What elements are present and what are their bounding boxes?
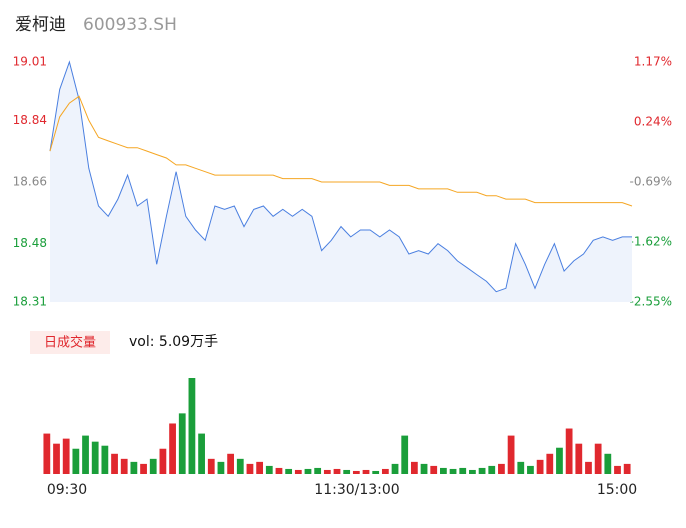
volume-bar <box>362 469 370 474</box>
volume-bar <box>149 458 157 474</box>
volume-bar <box>546 453 554 474</box>
volume-bar <box>101 445 109 474</box>
x-tick-label: 09:30 <box>47 482 87 498</box>
volume-bar <box>72 448 80 474</box>
volume-bar <box>236 458 244 474</box>
volume-bar <box>623 463 631 474</box>
volume-badge: 日成交量 <box>44 335 96 351</box>
volume-bar <box>91 441 99 474</box>
series-line <box>49 95 633 207</box>
badge-bg <box>30 331 110 354</box>
volume-bar <box>53 443 60 474</box>
volume-bar <box>372 470 380 474</box>
y2-tick-label: 1.17% <box>634 55 672 69</box>
volume-bar <box>440 467 447 474</box>
volume-bar <box>536 459 544 474</box>
volume-bar <box>517 461 525 474</box>
volume-bar <box>594 443 602 474</box>
volume-bar <box>304 468 312 474</box>
volume-bar <box>498 463 505 474</box>
price-area <box>50 62 632 302</box>
volume-bar <box>585 461 592 474</box>
x-tick-label: 11:30/13:00 <box>314 482 399 498</box>
volume-bar <box>43 433 51 474</box>
volume-bar <box>207 458 215 474</box>
volume-bar <box>575 443 583 474</box>
volume-bar <box>246 463 254 474</box>
volume-bar <box>275 467 283 474</box>
volume-bar <box>285 468 293 474</box>
volume-bar <box>227 453 234 474</box>
y-tick-label: 18.84 <box>13 113 47 127</box>
volume-bar <box>488 465 496 474</box>
volume-bar <box>352 470 360 474</box>
volume-bar <box>62 438 70 474</box>
volume-bar <box>604 453 612 474</box>
volume-bar <box>256 461 264 474</box>
volume-bar <box>507 435 515 474</box>
volume-bar <box>478 467 486 474</box>
volume-label: vol: 5.09万手 <box>129 334 218 350</box>
volume-bar <box>527 465 534 474</box>
y2-tick-label: -1.62% <box>630 235 672 249</box>
volume-bar <box>198 433 205 474</box>
volume-bar <box>333 468 341 474</box>
volume-bar <box>614 465 621 474</box>
volume-bar <box>449 468 457 474</box>
volume-bar <box>169 423 176 474</box>
volume-bar <box>401 435 409 474</box>
volume-bar <box>140 463 147 474</box>
y2-tick-label: 0.24% <box>634 115 672 129</box>
y-tick-label: 19.01 <box>13 55 47 69</box>
volume-bar <box>469 469 476 474</box>
stock-name: 爱柯迪 <box>15 15 66 35</box>
volume-bar <box>178 413 186 474</box>
x-tick-label: 15:00 <box>597 482 637 498</box>
y-tick-label: 18.66 <box>13 175 47 189</box>
volume-bar <box>111 453 118 474</box>
series-line <box>49 60 632 293</box>
volume-bar <box>343 469 351 474</box>
volume-bar <box>159 448 167 474</box>
volume-bar <box>565 428 573 474</box>
volume-bar <box>294 469 302 474</box>
volume-bar <box>323 469 331 474</box>
volume-bar <box>188 378 196 474</box>
volume-bar <box>556 447 563 474</box>
volume-bar <box>314 467 322 474</box>
volume-bar <box>381 468 389 474</box>
volume-bar <box>420 463 428 474</box>
volume-bar <box>120 458 128 474</box>
volume-bar <box>217 461 225 474</box>
y2-tick-label: -2.55% <box>630 295 672 309</box>
y2-tick-label: -0.69% <box>630 175 672 189</box>
stock-code: 600933.SH <box>83 15 177 35</box>
y-tick-label: 18.31 <box>13 295 47 309</box>
volume-bar <box>391 463 399 474</box>
y-tick-label: 18.48 <box>13 236 47 250</box>
volume-bar <box>82 435 89 474</box>
volume-bar <box>459 467 467 474</box>
volume-bar <box>410 461 418 474</box>
volume-bar <box>130 461 138 474</box>
volume-bar <box>430 465 438 474</box>
volume-bar <box>265 465 273 474</box>
